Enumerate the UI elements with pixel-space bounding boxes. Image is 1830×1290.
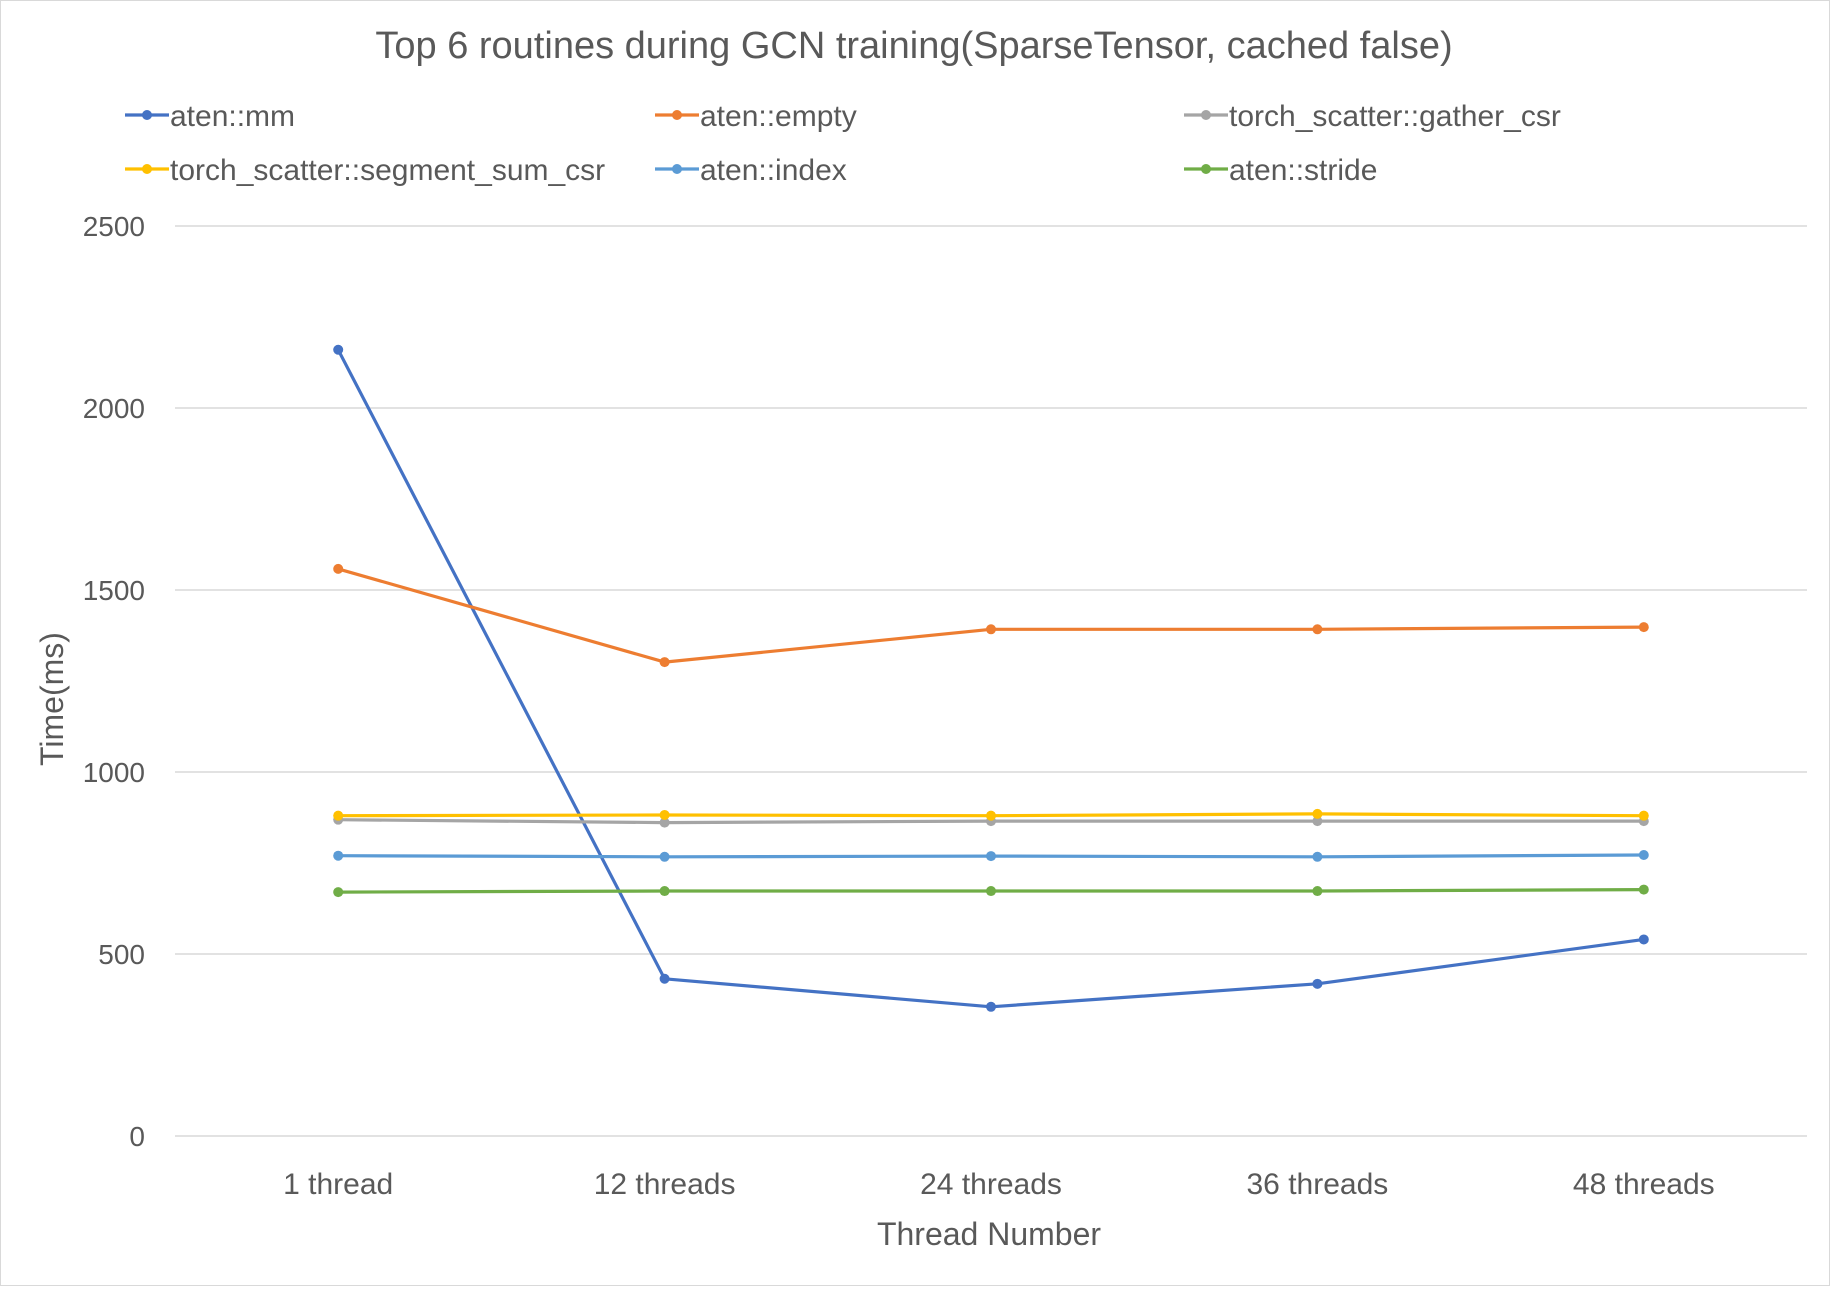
y-tick-label: 2500 (83, 211, 145, 242)
legend-item: torch_scatter::gather_csr (1184, 100, 1561, 133)
x-axis-ticks: 1 thread 12 threads 24 threads 36 threads 48… (283, 1168, 1715, 1201)
legend-marker (1201, 110, 1211, 120)
legend: aten::mm aten::empty torch_scatter::gather… (125, 100, 1561, 187)
series-4 (333, 849, 1649, 862)
legend-marker (142, 110, 152, 120)
data-point (333, 344, 344, 355)
data-point (1312, 886, 1323, 897)
data-point (659, 809, 670, 820)
data-point (1312, 816, 1323, 827)
x-tick-label: 36 threads (1247, 1168, 1389, 1201)
data-point (659, 886, 670, 897)
legend-marker (672, 110, 682, 120)
data-point (1312, 624, 1323, 635)
series-3 (333, 808, 1649, 821)
y-axis-ticks: 0 500 1000 1500 2000 2500 (83, 211, 145, 1152)
series-group (333, 344, 1649, 1012)
x-tick-label: 1 thread (283, 1168, 393, 1201)
series-line (337, 567, 1644, 664)
legend-item: aten::empty (655, 100, 857, 133)
y-axis-label: Time(ms) (34, 632, 70, 766)
y-tick-label: 500 (98, 939, 145, 970)
x-tick-label: 12 threads (594, 1168, 736, 1201)
data-point (1638, 934, 1649, 945)
series-line (336, 349, 1645, 1009)
x-axis-label: Thread Number (877, 1216, 1101, 1252)
data-point (333, 887, 344, 898)
legend-item: aten::stride (1184, 154, 1377, 187)
legend-marker (672, 164, 682, 174)
legend-label: aten::stride (1229, 154, 1377, 187)
x-tick-label: 48 threads (1573, 1168, 1715, 1201)
data-point (986, 851, 996, 862)
series-1 (333, 563, 1649, 668)
data-point (659, 657, 670, 668)
data-point (333, 810, 344, 821)
legend-label: aten::empty (700, 100, 857, 133)
legend-item: aten::mm (125, 100, 295, 133)
data-point (986, 1001, 996, 1012)
data-point (333, 563, 344, 574)
legend-marker (142, 164, 152, 174)
legend-label: torch_scatter::gather_csr (1229, 100, 1561, 133)
data-point (333, 850, 344, 861)
data-point (659, 817, 670, 828)
legend-item: aten::index (655, 154, 847, 187)
legend-label: torch_scatter::segment_sum_csr (170, 154, 605, 187)
chart-title: Top 6 routines during GCN training(Spars… (375, 25, 1452, 67)
data-point (986, 624, 996, 635)
data-point (1312, 978, 1323, 989)
data-point (1638, 849, 1649, 860)
data-point (986, 810, 996, 821)
data-point (659, 973, 670, 984)
legend-item: torch_scatter::segment_sum_csr (125, 154, 605, 187)
data-point (986, 886, 996, 897)
data-point (1638, 810, 1649, 821)
legend-marker (1201, 164, 1211, 174)
y-tick-label: 2000 (83, 393, 145, 424)
series-5 (333, 884, 1649, 898)
data-point (659, 851, 670, 862)
data-point (1638, 622, 1649, 633)
y-tick-label: 0 (129, 1121, 145, 1152)
y-tick-label: 1500 (83, 575, 145, 606)
legend-label: aten::index (700, 154, 847, 187)
legend-label: aten::mm (170, 100, 295, 133)
gridlines (175, 225, 1807, 1137)
data-point (1312, 851, 1323, 862)
data-point (1312, 808, 1323, 819)
x-tick-label: 24 threads (920, 1168, 1062, 1201)
y-tick-label: 1000 (83, 757, 145, 788)
data-point (1638, 884, 1649, 895)
series-0 (333, 344, 1649, 1012)
